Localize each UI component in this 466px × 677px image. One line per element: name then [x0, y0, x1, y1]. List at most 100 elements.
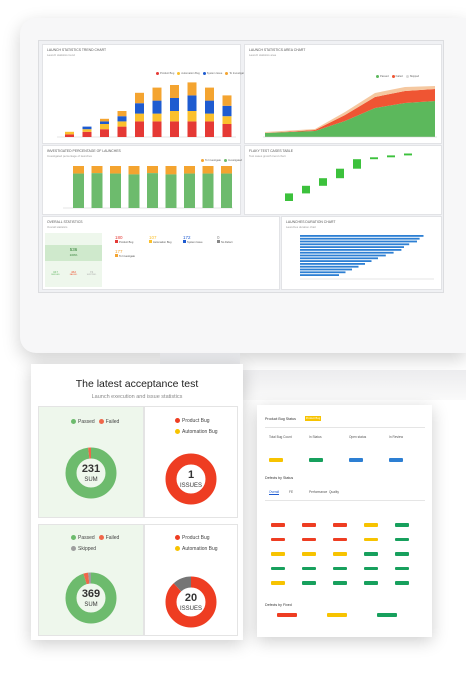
trend-bar-segment [187, 111, 197, 122]
legend-dot-icon [156, 72, 159, 75]
status-pill [327, 613, 347, 617]
defect-stat[interactable]: 0 No Defect [217, 235, 249, 247]
card-launch-summary-2[interactable]: Passed Failed Skipped 369 SUM [38, 524, 144, 636]
trend-bar-segment [222, 95, 232, 106]
status-pill [364, 523, 378, 527]
status-pill [364, 566, 378, 570]
legend-item[interactable]: Automation Bug [175, 546, 218, 552]
legend-label: Passed [78, 535, 95, 541]
defect-stat[interactable]: 107 Automation Bug [149, 235, 181, 247]
duration-bar [300, 271, 346, 274]
defect-color-icon [115, 240, 118, 243]
widget-subtitle: Overall statistics [47, 225, 68, 229]
defect-label: No Defect [217, 240, 249, 244]
tab-quality[interactable]: Quality [329, 490, 339, 494]
duration-bar-chart [300, 235, 434, 280]
status-pill [333, 552, 347, 556]
status-pill [349, 458, 363, 462]
legend-item[interactable]: Product Bug [153, 72, 174, 75]
stat-label: SKIPPED [86, 274, 97, 276]
widget-investigated[interactable]: INVESTIGATED PERCENTAGE OF LAUNCHES Inve… [42, 145, 242, 215]
legend-item[interactable]: Investigated [221, 159, 242, 162]
waterfall-chart [285, 153, 412, 201]
table-column-header: In Review [389, 435, 403, 439]
legend-item[interactable]: To Investigate [198, 159, 221, 162]
inv-bar-to-investigate [128, 166, 140, 175]
widget-title: LAUNCH STATISTICS AREA CHART [249, 48, 306, 52]
trend-bar-segment [117, 116, 127, 122]
widget-overall-statistics[interactable]: OVERALL STATISTICS Overall statistics 53… [42, 216, 280, 290]
trend-bar-segment [82, 131, 92, 137]
card-issues-2[interactable]: Product Bug Automation Bug 20 ISSUES [144, 524, 238, 636]
card-launch-summary-1[interactable]: Passed Failed 231 SUM [38, 406, 144, 518]
stat-label: FAILED [69, 274, 78, 276]
tab-performance[interactable]: Performance [309, 490, 328, 494]
status-pill [302, 566, 316, 570]
legend-item[interactable]: Passed [373, 75, 389, 78]
trend-bar-segment [152, 121, 162, 137]
duration-bar [300, 249, 402, 251]
widget-launch-duration[interactable]: LAUNCHES DURATION CHART Launches duratio… [281, 216, 442, 290]
defect-color-icon [149, 240, 152, 243]
donut-value: 369 [82, 588, 100, 600]
waterfall-bar [319, 178, 327, 186]
legend-item[interactable]: Product Bug [175, 535, 218, 541]
trend-bar-segment [222, 105, 232, 117]
tab-fe[interactable]: FE [289, 490, 294, 494]
legend-item[interactable]: To Investigate [222, 72, 245, 75]
legend-item[interactable]: Failed [98, 535, 119, 541]
donut-label: ISSUES [180, 483, 202, 489]
card-issues-1[interactable]: Product Bug Automation Bug 1 ISSUES [144, 406, 238, 518]
legend-item[interactable]: Automation Bug [174, 72, 200, 75]
acceptance-subtitle: Launch execution and issue statistics [91, 394, 183, 400]
legend-item[interactable]: Skipped [403, 75, 419, 78]
section-defects-by-fixed: Defects by Fixed [265, 603, 292, 607]
section-defects-by-status: Defects by Status [265, 476, 294, 480]
legend-dot-icon [175, 535, 180, 541]
defect-stat[interactable]: 172 System Issue [183, 235, 215, 247]
defect-table-panel: Product Bug Status Product Bug Total Bug… [257, 405, 432, 637]
overall-stat: 347 PASSED [47, 270, 64, 276]
status-pill [271, 566, 285, 570]
trend-bar-segment [222, 124, 232, 137]
duration-bar [300, 235, 424, 237]
widget-trend-chart[interactable]: LAUNCH STATISTICS TREND CHART Launch sta… [42, 44, 245, 144]
investigated-bar-chart [63, 166, 233, 209]
defect-value: 107 [149, 235, 157, 240]
defect-stat[interactable]: 180 Product Bug [115, 235, 147, 247]
legend-item[interactable]: Product Bug [175, 418, 218, 424]
stat-value: 462 [70, 270, 76, 274]
donut-label: ISSUES [180, 606, 202, 612]
legend-item[interactable]: Passed [71, 535, 95, 541]
trend-bar-segment [100, 121, 109, 124]
table-panel-tag[interactable]: Product Bug [305, 416, 321, 421]
status-pill [333, 537, 347, 541]
legend-label: Automation Bug [182, 546, 218, 552]
legend-item[interactable]: Failed [389, 75, 403, 78]
inv-bar-to-investigate [202, 166, 214, 174]
legend-item[interactable]: System Issue [200, 72, 222, 75]
area-failed [265, 89, 435, 133]
inv-bar-to-investigate [110, 166, 121, 174]
legend-dot-icon [201, 159, 204, 162]
donut-chart: 1 ISSUES [165, 453, 217, 505]
defect-value: 0 [217, 235, 220, 240]
overall-stat: 74 SKIPPED [83, 270, 100, 276]
defect-label: Product Bug [115, 240, 147, 244]
defect-stat[interactable]: 177 To Investigate [115, 249, 147, 261]
legend-item[interactable]: Passed [71, 419, 95, 425]
legend-item[interactable]: Automation Bug [175, 429, 218, 435]
widget-waterfall[interactable]: FLAKY TEST CASES TABLE Test cases growth… [244, 145, 442, 215]
waterfall-bar [302, 185, 310, 194]
area-chart [263, 86, 437, 138]
legend-item[interactable]: Failed [98, 419, 119, 425]
defect-value: 180 [115, 235, 123, 240]
legend-item[interactable]: Skipped [71, 546, 119, 552]
inv-bar-to-investigate [184, 166, 195, 174]
status-pill [302, 581, 316, 585]
legend-label: Skipped [78, 546, 97, 552]
widget-area-chart[interactable]: LAUNCH STATISTICS AREA CHART Launch stat… [244, 44, 442, 144]
trend-bar-segment [205, 87, 214, 101]
dashboard-screen: LAUNCH STATISTICS TREND CHART Launch sta… [38, 40, 444, 293]
tab-overall[interactable]: Overall [269, 490, 280, 495]
